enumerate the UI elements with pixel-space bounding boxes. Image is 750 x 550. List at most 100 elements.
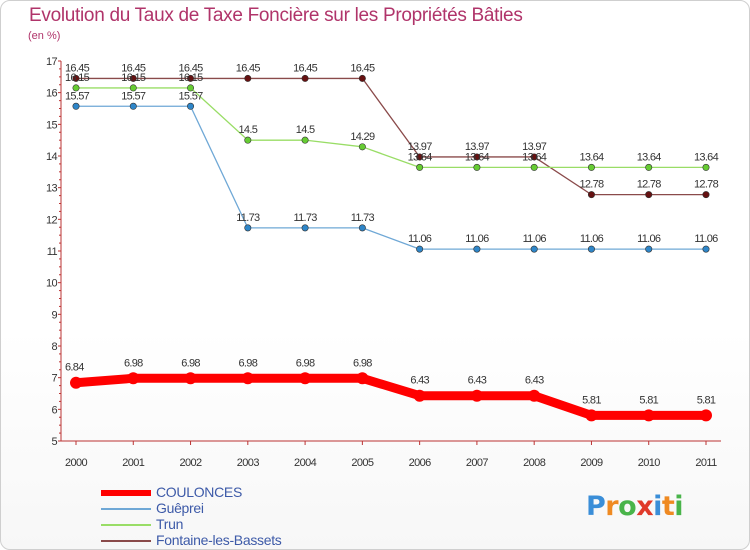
x-tick-label: 2006 <box>409 457 432 469</box>
data-label: 16.45 <box>65 62 90 74</box>
data-point <box>127 372 140 385</box>
data-label: 11.73 <box>351 212 375 224</box>
y-tick-label: 12 <box>46 214 58 226</box>
data-point <box>530 245 538 253</box>
y-tick-label: 9 <box>51 309 57 321</box>
data-label: 11.06 <box>637 233 661 245</box>
legend-swatch <box>101 540 151 542</box>
data-point <box>301 136 309 144</box>
legend-item-fontaine-les-bassets[interactable]: Fontaine-les-Bassets <box>101 532 361 549</box>
legend-item-coulonces[interactable]: COULONCES <box>101 484 361 501</box>
data-label: 14.5 <box>296 124 315 136</box>
data-label: 11.06 <box>694 233 718 245</box>
data-point <box>72 102 80 110</box>
legend-swatch <box>101 524 151 526</box>
data-label: 13.64 <box>694 151 719 163</box>
legend-label: COULONCES <box>156 484 242 500</box>
y-tick-label: 16 <box>46 88 58 100</box>
data-point <box>585 409 598 422</box>
x-tick-label: 2003 <box>237 457 260 469</box>
data-point <box>187 74 195 82</box>
logo-letter: i <box>653 491 662 522</box>
logo-letter: P <box>586 491 606 522</box>
data-point <box>470 389 483 402</box>
data-point <box>702 163 710 171</box>
data-label: 11.06 <box>465 233 489 245</box>
data-label: 11.73 <box>236 212 260 224</box>
data-point <box>301 224 309 232</box>
data-point <box>72 74 80 82</box>
data-label: 6.98 <box>296 357 315 369</box>
data-point <box>416 163 424 171</box>
data-label: 12.78 <box>637 179 662 191</box>
data-point <box>70 376 82 389</box>
data-point <box>301 74 309 82</box>
data-label: 6.98 <box>181 357 200 369</box>
data-label: 6.98 <box>353 357 372 369</box>
y-tick-label: 17 <box>46 56 58 68</box>
data-label: 16.45 <box>293 62 318 74</box>
data-point <box>184 372 197 385</box>
legend-item-gueprei[interactable]: Guêprei <box>101 500 361 517</box>
data-point <box>473 163 481 171</box>
data-label: 6.43 <box>468 375 487 387</box>
legend-label: Fontaine-les-Bassets <box>156 532 282 548</box>
chart-title: Evolution du Taux de Taxe Foncière sur l… <box>29 5 523 26</box>
data-point <box>700 409 712 422</box>
data-point <box>645 245 653 253</box>
y-tick-label: 13 <box>46 183 58 195</box>
data-point <box>244 74 252 82</box>
x-tick-label: 2011 <box>695 457 717 469</box>
logo-letter: t <box>661 491 675 522</box>
data-label: 16.45 <box>350 62 375 74</box>
x-tick-label: 2008 <box>523 457 546 469</box>
data-label: 13.64 <box>579 151 604 163</box>
data-label: 13.97 <box>465 141 490 153</box>
legend-item-trun[interactable]: Trun <box>101 516 361 533</box>
y-tick-label: 10 <box>46 278 58 290</box>
data-point <box>72 84 80 92</box>
data-label: 13.64 <box>408 151 433 163</box>
data-point <box>473 153 481 161</box>
x-tick-label: 2001 <box>122 457 145 469</box>
data-label: 13.64 <box>465 151 490 163</box>
x-tick-label: 2004 <box>294 457 317 469</box>
proxiti-logo[interactable]: Proxiti <box>586 491 684 522</box>
data-label: 16.45 <box>236 62 261 74</box>
data-point <box>241 372 254 385</box>
x-tick-label: 2000 <box>65 457 88 469</box>
data-label: 16.45 <box>121 62 146 74</box>
data-point <box>416 153 424 161</box>
data-label: 11.06 <box>523 233 547 245</box>
x-tick-label: 2005 <box>351 457 374 469</box>
data-label: 13.97 <box>408 141 433 153</box>
legend-swatch <box>101 508 151 510</box>
data-label: 14.29 <box>350 131 375 143</box>
data-point <box>530 153 538 161</box>
data-label: 6.98 <box>239 357 258 369</box>
data-label: 16.45 <box>179 62 204 74</box>
data-point <box>358 74 366 82</box>
data-point <box>358 224 366 232</box>
data-label: 6.98 <box>124 357 143 369</box>
data-label: 5.81 <box>639 394 658 406</box>
data-label: 16.15 <box>179 72 204 84</box>
data-label: 13.64 <box>522 151 547 163</box>
x-tick-label: 2007 <box>466 457 489 469</box>
data-point <box>702 245 710 253</box>
data-point <box>530 163 538 171</box>
data-point <box>413 389 426 402</box>
data-label: 6.43 <box>525 375 544 387</box>
data-point <box>358 143 366 151</box>
x-tick-label: 2002 <box>180 457 203 469</box>
logo-letter: i <box>674 491 684 522</box>
y-tick-label: 7 <box>51 373 57 385</box>
data-point <box>587 163 595 171</box>
legend-swatch <box>101 490 151 496</box>
legend-label: Guêprei <box>156 500 204 516</box>
series-line-0 <box>71 373 711 420</box>
data-point <box>473 245 481 253</box>
data-label: 5.81 <box>582 394 601 406</box>
data-label: 6.43 <box>410 375 429 387</box>
y-tick-label: 14 <box>46 151 58 163</box>
